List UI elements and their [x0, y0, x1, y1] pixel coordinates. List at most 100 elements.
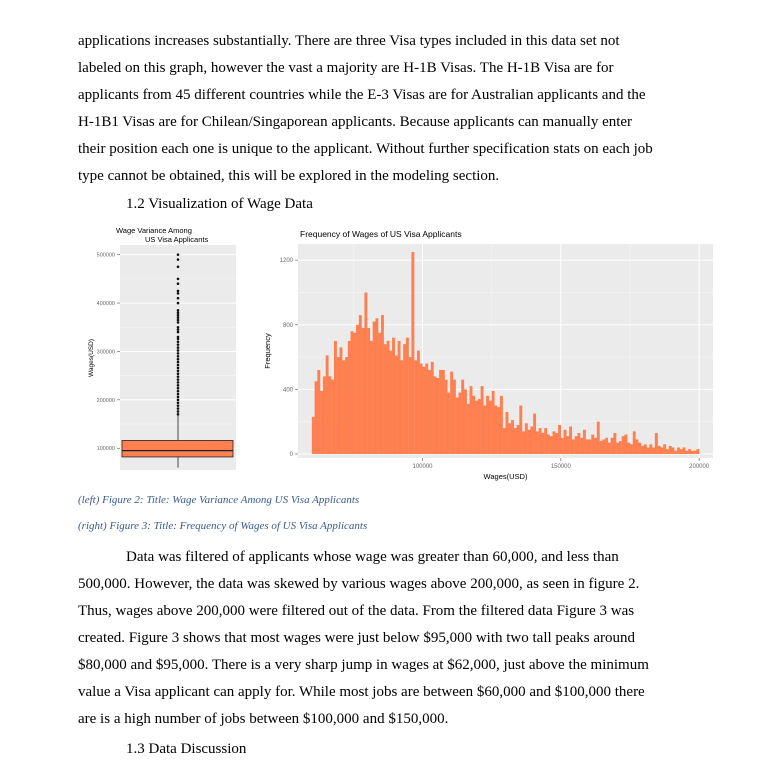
y-axis-label: Frequency: [263, 333, 272, 369]
histogram-bar: [660, 447, 664, 454]
outlier-point: [176, 289, 180, 293]
histogram-bar: [610, 437, 614, 454]
histogram-bar: [635, 439, 639, 454]
histogram-bar: [405, 337, 409, 454]
histogram-bar: [630, 444, 633, 454]
histogram-bar: [367, 327, 371, 454]
histogram-bar: [519, 405, 523, 454]
histogram-bar: [599, 441, 603, 454]
histogram-bar: [392, 337, 395, 454]
histogram-bar: [569, 426, 573, 454]
outlier-point: [176, 360, 180, 364]
histogram-bar: [452, 379, 456, 454]
histogram-bar: [602, 439, 606, 454]
outlier-point: [176, 354, 180, 358]
boxplot-chart: 100000 200000 300000 400000 500000 Wage Varia…: [88, 226, 236, 470]
histogram-bar: [613, 432, 617, 454]
outlier-point: [176, 413, 180, 416]
figure-caption-left: (left) Figure 2: Title: Wage Variance Am…: [78, 494, 360, 506]
y-tick-label: 400: [283, 387, 294, 393]
histogram-bar: [381, 315, 384, 454]
figure-caption-right: (right) Figure 3: Title: Frequency of Wa…: [78, 520, 368, 532]
histogram-bar: [450, 371, 454, 454]
histogram-bar: [663, 444, 667, 454]
outlier-point: [176, 296, 180, 300]
histogram-bar: [439, 369, 443, 454]
section-heading-1-3: 1.3 Data Discussion: [126, 741, 247, 757]
outlier-point: [176, 258, 180, 261]
section-heading-1-2: 1.2 Visualization of Wage Data: [126, 196, 313, 212]
histogram-bar: [682, 447, 686, 454]
histogram-bar: [621, 436, 625, 454]
histogram-bar: [383, 344, 387, 454]
histogram-bar: [516, 424, 520, 454]
histogram-bar: [475, 400, 478, 454]
histogram-bar: [508, 423, 512, 454]
histogram-bar: [685, 450, 689, 454]
histogram-bar: [580, 437, 584, 454]
histogram-bar: [594, 437, 597, 454]
histogram-bar: [320, 390, 324, 454]
histogram-bar: [488, 400, 492, 454]
histogram-bar: [643, 444, 647, 454]
histogram-bar: [325, 355, 329, 454]
histogram-bar: [505, 411, 509, 454]
outlier-point: [176, 366, 180, 370]
outlier-point: [176, 410, 180, 413]
histogram-bar: [447, 392, 451, 454]
histogram-bar: [671, 447, 675, 454]
histogram-bar: [690, 450, 694, 454]
histogram-bar: [358, 315, 362, 454]
histogram-bar: [430, 361, 434, 454]
histogram-bar: [458, 392, 462, 454]
histogram-bar: [419, 363, 423, 454]
histogram-bar: [411, 252, 415, 454]
outlier-point: [176, 318, 180, 322]
outlier-point: [176, 357, 180, 361]
paragraph-line: their position each one is unique to the…: [78, 141, 653, 157]
outlier-point: [176, 401, 180, 405]
body-paragraph-2: Data was filtered of applicants whose wa…: [78, 544, 694, 733]
paragraph-line: type cannot be obtained, this will be ex…: [78, 168, 500, 184]
histogram-bar: [632, 431, 636, 454]
histogram-bar: [535, 431, 539, 454]
chart-title: Wage Variance Among: [116, 226, 192, 235]
paragraph-line: value a Visa applicant can apply for. Wh…: [78, 684, 645, 700]
histogram-bar: [311, 416, 315, 454]
histogram-bar: [502, 428, 506, 454]
outlier-point: [176, 292, 180, 295]
histogram-bar: [403, 344, 407, 454]
histogram-bar: [668, 445, 672, 454]
outlier-point: [176, 340, 180, 344]
outlier-point: [176, 309, 180, 312]
histogram-bar: [322, 376, 326, 454]
histogram-bar: [428, 369, 431, 454]
outlier-point: [176, 378, 180, 381]
paragraph-line: created. Figure 3 shows that most wages …: [78, 630, 635, 646]
histogram-bar: [538, 428, 542, 454]
paragraph-line: $80,000 and $95,000. There is a very sha…: [78, 657, 649, 673]
histogram-bar: [641, 445, 644, 454]
x-tick-label: 200000: [689, 464, 710, 470]
histogram-bar: [372, 321, 376, 454]
outlier-point: [176, 321, 180, 324]
histogram-bar: [527, 429, 531, 454]
histogram-bar: [591, 434, 595, 454]
histogram-bar: [369, 340, 373, 454]
histogram-bar: [511, 420, 514, 454]
outlier-point: [176, 352, 180, 355]
histogram-bar: [494, 405, 498, 454]
outlier-point: [176, 311, 180, 315]
histogram-bar: [480, 386, 484, 454]
histogram-bar: [571, 439, 575, 454]
outlier-point: [176, 253, 180, 256]
histogram-bar: [347, 340, 351, 454]
outlier-point: [176, 407, 180, 410]
x-tick-label: 100000: [412, 464, 433, 470]
y-tick-label: 800: [283, 323, 294, 329]
histogram-bar: [674, 450, 678, 454]
histogram-bar: [605, 437, 609, 454]
histogram-bar: [464, 389, 467, 454]
histogram-bar: [563, 429, 567, 454]
histogram-bar: [483, 405, 487, 454]
